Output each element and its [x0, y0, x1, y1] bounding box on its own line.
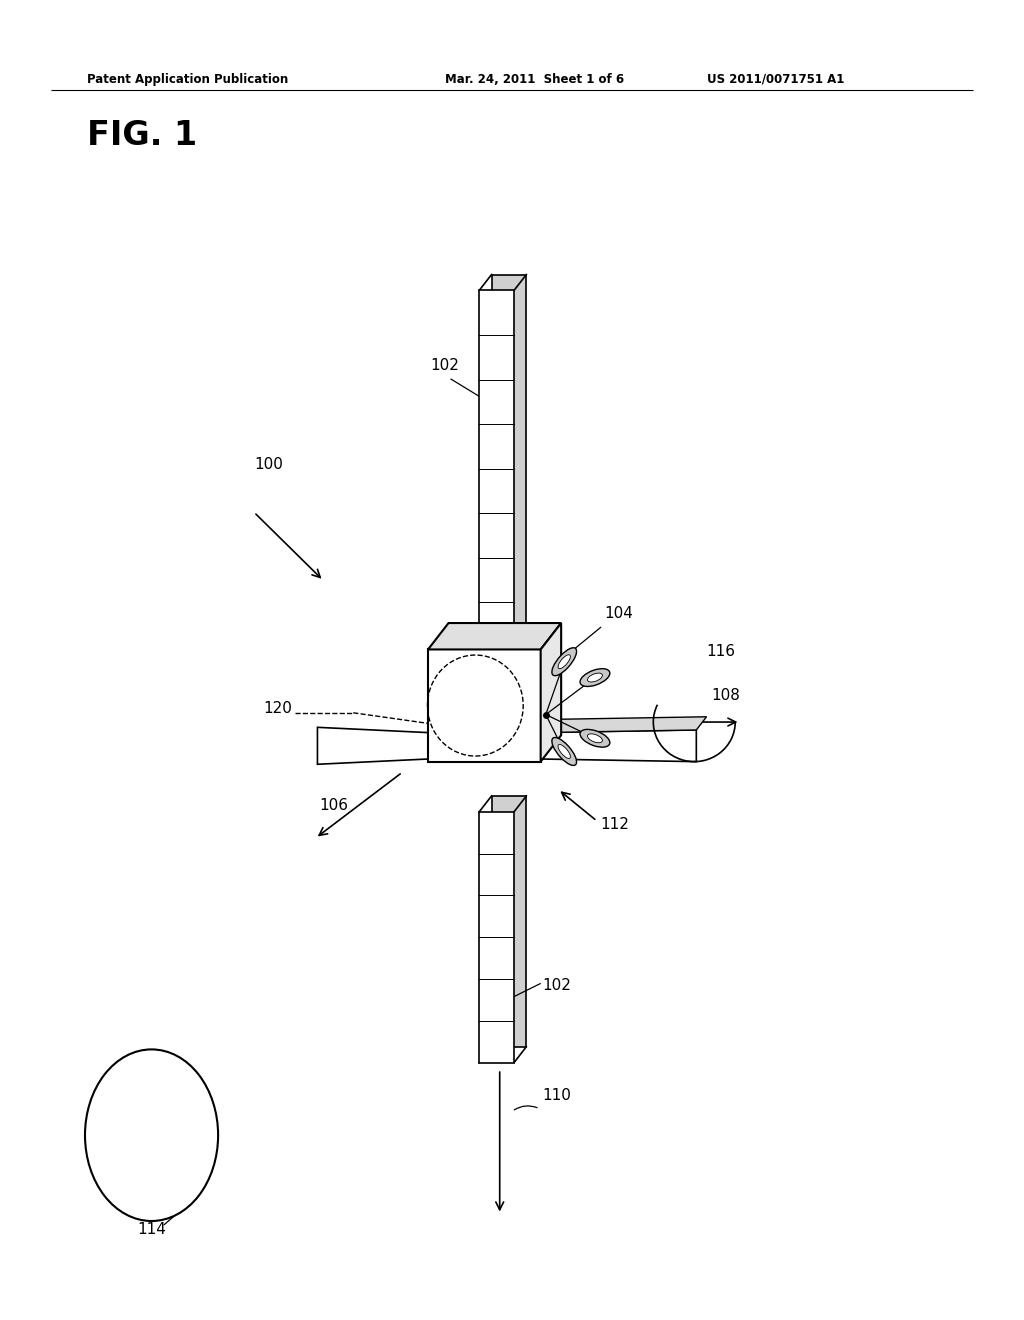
Text: 120: 120 — [263, 701, 292, 715]
Text: Patent Application Publication: Patent Application Publication — [87, 73, 289, 86]
Ellipse shape — [580, 730, 610, 747]
Text: 116: 116 — [707, 644, 735, 659]
Polygon shape — [541, 717, 707, 733]
Text: 108: 108 — [712, 688, 740, 702]
Text: 106: 106 — [319, 799, 348, 813]
Polygon shape — [479, 290, 514, 647]
Ellipse shape — [588, 734, 602, 743]
Text: 102: 102 — [430, 358, 459, 372]
Ellipse shape — [558, 655, 570, 669]
Ellipse shape — [580, 669, 610, 686]
Text: FIG. 1: FIG. 1 — [87, 119, 198, 152]
Polygon shape — [479, 812, 514, 1063]
Text: 112: 112 — [600, 817, 629, 832]
Text: 114: 114 — [137, 1222, 166, 1237]
Polygon shape — [428, 649, 541, 762]
Polygon shape — [541, 623, 561, 762]
Text: 102: 102 — [543, 978, 571, 993]
Ellipse shape — [552, 738, 577, 766]
Circle shape — [85, 1049, 218, 1221]
Text: 110: 110 — [543, 1088, 571, 1102]
Text: US 2011/0071751 A1: US 2011/0071751 A1 — [707, 73, 844, 86]
Polygon shape — [317, 727, 428, 764]
Text: 100: 100 — [254, 457, 283, 471]
Text: Mar. 24, 2011  Sheet 1 of 6: Mar. 24, 2011 Sheet 1 of 6 — [445, 73, 625, 86]
Ellipse shape — [588, 673, 602, 682]
Polygon shape — [541, 730, 696, 762]
Polygon shape — [492, 796, 526, 1047]
Ellipse shape — [558, 744, 570, 759]
Polygon shape — [492, 275, 526, 631]
Text: 104: 104 — [604, 606, 633, 620]
Ellipse shape — [552, 648, 577, 676]
Polygon shape — [428, 623, 561, 649]
